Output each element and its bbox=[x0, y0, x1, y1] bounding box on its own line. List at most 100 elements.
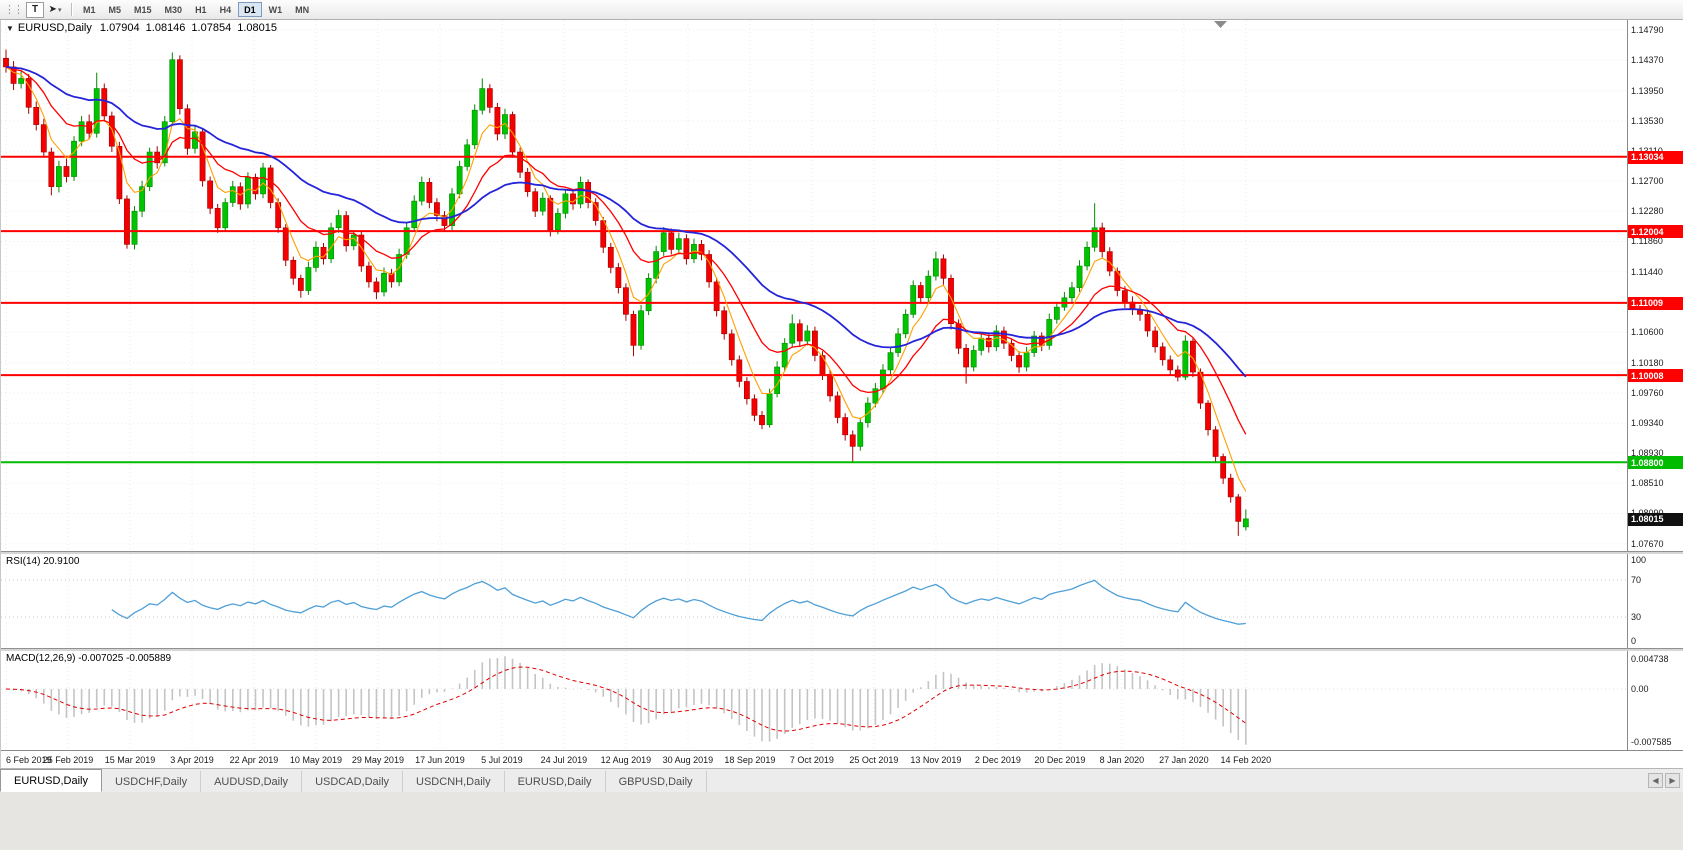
timeframe-button-mn[interactable]: MN bbox=[295, 4, 310, 15]
cursor-icon: ➤ bbox=[48, 4, 57, 15]
main-chart-plot[interactable] bbox=[1, 20, 1628, 551]
date-tick: 30 Aug 2019 bbox=[662, 755, 714, 765]
date-tick: 12 Aug 2019 bbox=[600, 755, 652, 765]
price-tick: 1.09760 bbox=[1631, 387, 1664, 398]
panel-splitter[interactable] bbox=[1, 648, 1683, 651]
price-tick: 1.12700 bbox=[1631, 175, 1664, 186]
macd-signal-line bbox=[5, 666, 1247, 732]
price-tick: 1.13950 bbox=[1631, 85, 1664, 96]
macd-tick: -0.007585 bbox=[1631, 737, 1672, 747]
date-tick: 3 Apr 2019 bbox=[170, 755, 214, 765]
rsi-tick: 100 bbox=[1631, 555, 1647, 565]
rsi-label: RSI(14) 20.9100 bbox=[6, 556, 80, 567]
timeframe-button-d1[interactable]: D1 bbox=[238, 2, 262, 17]
text-tool-button[interactable]: T bbox=[26, 1, 44, 18]
tab-scroll-buttons: ◀ ▶ bbox=[1648, 773, 1680, 788]
collapse-arrow-icon[interactable]: ▼ bbox=[6, 24, 14, 33]
date-tick: 25 Oct 2019 bbox=[849, 755, 899, 765]
tab-scroll-right-icon[interactable]: ▶ bbox=[1665, 773, 1680, 788]
dropdown-caret-icon: ▾ bbox=[57, 6, 62, 14]
timeframe-button-m1[interactable]: M1 bbox=[83, 4, 96, 15]
chart-tab-0[interactable]: EURUSD,Daily bbox=[0, 769, 102, 792]
rsi-panel[interactable]: RSI(14) 20.9100 bbox=[1, 554, 1628, 648]
price-tick: 1.12280 bbox=[1631, 206, 1664, 217]
moving-average-lines bbox=[5, 66, 1247, 492]
level-price-badge: 1.10008 bbox=[1628, 369, 1683, 383]
chart-tab-4[interactable]: USDCNH,Daily bbox=[403, 771, 505, 792]
price-tick: 1.11860 bbox=[1631, 236, 1663, 247]
macd-tick: 0.00 bbox=[1631, 683, 1649, 694]
price-tick: 1.07670 bbox=[1631, 538, 1664, 549]
toolbar-separator bbox=[71, 3, 72, 16]
date-tick: 18 Sep 2019 bbox=[724, 755, 776, 765]
toolbar-grip[interactable]: ⋮⋮ bbox=[4, 4, 24, 16]
date-tick: 17 Jun 2019 bbox=[415, 755, 465, 765]
cursor-tool-button[interactable]: ➤ ▾ bbox=[46, 2, 64, 18]
chart-tab-2[interactable]: AUDUSD,Daily bbox=[201, 771, 303, 792]
shift-marker-icon[interactable] bbox=[1214, 21, 1227, 28]
chart-tab-5[interactable]: EURUSD,Daily bbox=[505, 771, 606, 792]
timeframe-button-w1[interactable]: W1 bbox=[268, 4, 283, 15]
date-tick: 27 Jan 2020 bbox=[1159, 755, 1209, 765]
chart-area: ▼ EURUSD,Daily 1.07904 1.08146 1.07854 1.0801… bbox=[0, 20, 1683, 768]
date-tick: 7 Oct 2019 bbox=[789, 755, 834, 765]
current-price-badge: 1.08015 bbox=[1628, 512, 1683, 526]
timeframe-button-m15[interactable]: M15 bbox=[134, 4, 152, 15]
macd-panel[interactable]: MACD(12,26,9) -0.007025 -0.005889 bbox=[1, 651, 1628, 750]
tab-scroll-left-icon[interactable]: ◀ bbox=[1648, 773, 1663, 788]
timeframe-button-h4[interactable]: H4 bbox=[219, 4, 232, 15]
low-value: 1.07854 bbox=[191, 22, 232, 34]
rsi-tick: 0 bbox=[1631, 636, 1637, 646]
macd-histogram bbox=[12, 656, 1247, 745]
date-axis[interactable]: 6 Feb 2019 25 Feb 2019 15 Mar 2019 3 Apr 20… bbox=[1, 750, 1683, 768]
price-tick: 1.14790 bbox=[1631, 25, 1664, 36]
toolbar: ⋮⋮ T ➤ ▾ M1 M5 M15 M30 H1 H4 D1 W1 MN bbox=[0, 0, 1683, 20]
price-tick: 1.10180 bbox=[1631, 357, 1664, 368]
price-tick: 1.13530 bbox=[1631, 116, 1664, 126]
timeframe-button-m30[interactable]: M30 bbox=[164, 4, 183, 15]
timeframe-button-m5[interactable]: M5 bbox=[108, 4, 122, 15]
timeframe-group: M1 M5 M15 M30 H1 H4 D1 W1 MN bbox=[77, 2, 315, 17]
level-price-badge: 1.12004 bbox=[1628, 225, 1683, 239]
price-tick: 1.09340 bbox=[1631, 418, 1664, 429]
level-price-badge: 1.13034 bbox=[1628, 150, 1683, 164]
timeframe-button-h1[interactable]: H1 bbox=[195, 4, 207, 15]
level-price-badge: 1.11009 bbox=[1628, 296, 1683, 310]
date-tick: 25 Feb 2019 bbox=[42, 755, 94, 765]
date-tick: 20 Dec 2019 bbox=[1034, 755, 1086, 765]
date-tick: 14 Feb 2020 bbox=[1220, 755, 1272, 765]
rsi-tick: 30 bbox=[1631, 612, 1642, 622]
date-tick: 13 Nov 2019 bbox=[910, 755, 962, 765]
candles bbox=[3, 49, 1249, 536]
high-value: 1.08146 bbox=[145, 22, 186, 34]
price-tick: 1.08930 bbox=[1631, 447, 1664, 458]
price-tick: 1.10600 bbox=[1631, 327, 1664, 338]
tab-strip: EURUSD,Daily USDCHF,Daily AUDUSD,Daily USDC… bbox=[0, 768, 707, 792]
price-tick: 1.11440 bbox=[1631, 266, 1663, 277]
chart-tab-bar: EURUSD,Daily USDCHF,Daily AUDUSD,Daily USDC… bbox=[0, 768, 1683, 792]
rsi-tick: 70 bbox=[1631, 575, 1642, 585]
macd-label: MACD(12,26,9) -0.007025 -0.005889 bbox=[6, 653, 172, 664]
price-tick: 1.14370 bbox=[1631, 55, 1664, 66]
symbol-label: EURUSD,Daily bbox=[17, 22, 92, 34]
date-tick: 2 Dec 2019 bbox=[974, 755, 1021, 765]
date-tick: 22 Apr 2019 bbox=[229, 755, 279, 765]
date-tick: 10 May 2019 bbox=[289, 755, 342, 765]
rsi-plot[interactable] bbox=[1, 554, 1628, 648]
rsi-line bbox=[111, 579, 1246, 625]
chart-tab-3[interactable]: USDCAD,Daily bbox=[302, 771, 404, 792]
chart-tab-6[interactable]: GBPUSD,Daily bbox=[606, 771, 707, 792]
level-price-badge: 1.08800 bbox=[1628, 456, 1683, 470]
panel-splitter[interactable] bbox=[1, 551, 1683, 554]
close-value: 1.08015 bbox=[237, 22, 277, 34]
date-tick: 29 May 2019 bbox=[351, 755, 404, 765]
macd-plot[interactable] bbox=[1, 651, 1628, 750]
date-tick: 8 Jan 2020 bbox=[1099, 755, 1145, 765]
date-tick: 24 Jul 2019 bbox=[540, 755, 588, 765]
macd-tick: 0.004738 bbox=[1631, 654, 1669, 664]
chart-title: ▼ EURUSD,Daily 1.07904 1.08146 1.07854 1.0801… bbox=[6, 22, 283, 34]
main-chart-panel[interactable]: ▼ EURUSD,Daily 1.07904 1.08146 1.07854 1.0801… bbox=[1, 20, 1628, 551]
price-axis[interactable]: 1.147901.143701.139501.135301.131101.127… bbox=[1627, 20, 1683, 750]
chart-tab-1[interactable]: USDCHF,Daily bbox=[102, 771, 202, 792]
